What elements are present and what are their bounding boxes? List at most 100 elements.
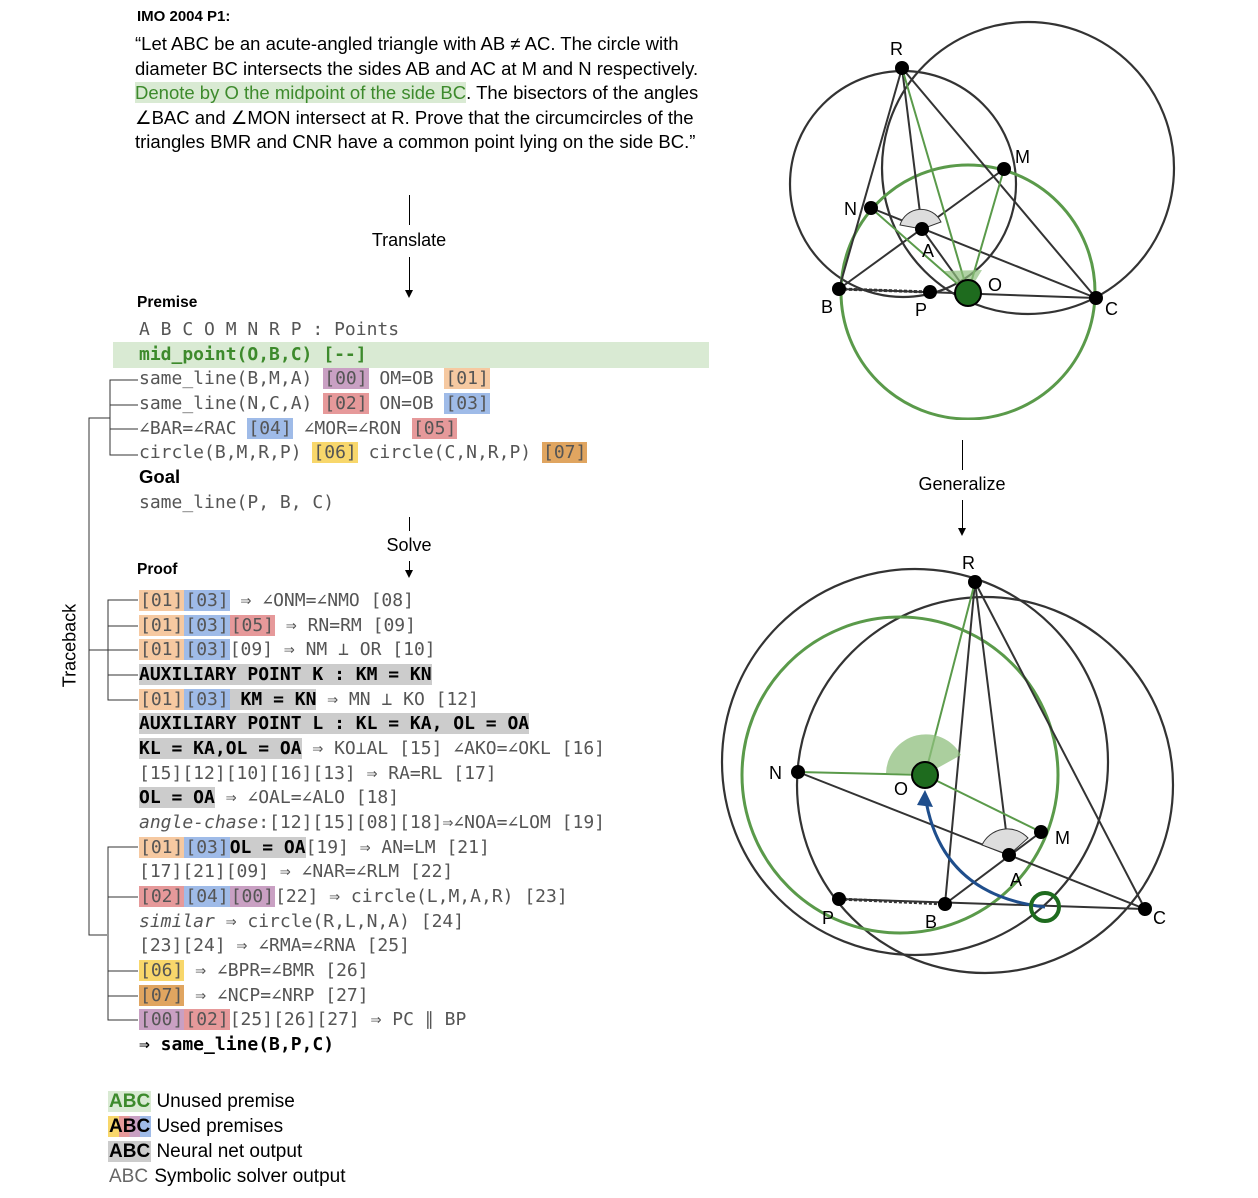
point-a	[915, 222, 929, 236]
problem-statement: “Let ABC be an acute-angled triangle wit…	[135, 32, 715, 155]
point-c2	[1138, 902, 1152, 916]
solve-label: Solve	[386, 535, 432, 555]
proof-step: [01] [03] ⇒ ∠ONM=∠NMO [08]	[139, 590, 414, 611]
line-ra	[974, 581, 1010, 856]
tag-06: [06]	[312, 442, 358, 463]
translate-label: Translate	[371, 230, 447, 250]
bisector-ar	[901, 67, 923, 230]
label-r2: R	[962, 553, 975, 573]
premise-points: A B C O M N R P : Points	[139, 319, 400, 340]
proof-step: similar ⇒ circle(R,L,N,A) [24]	[139, 911, 465, 932]
label-m2: M	[1055, 828, 1070, 848]
premise-row: same_line(N,C,A) [02] ON=OB [03]	[139, 393, 490, 414]
tag-04: [04]	[247, 418, 293, 439]
goal-statement: same_line(P, B, C)	[139, 492, 335, 513]
label-o: O	[988, 275, 1002, 295]
premise-row: same_line(B,M,A) [00] OM=OB [01]	[139, 368, 490, 389]
label-b2: B	[925, 912, 937, 932]
unused-premise-band	[113, 342, 709, 368]
proof-step: [01] [03]OL = OA[19] ⇒ AN=LM [21]	[139, 837, 490, 858]
proof-step: [00] [02][25][26][27] ⇒ PC ∥ BP	[139, 1009, 467, 1030]
proof-step-auxiliary-k: AUXILIARY POINT K : KM = KN	[139, 664, 432, 685]
angle-mark-a	[899, 208, 942, 230]
generalize-arrow	[923, 794, 1046, 909]
generalize-line-top	[962, 440, 963, 470]
dotted-bp	[838, 287, 931, 294]
legend-item-symbolic: ABC Symbolic solver output	[109, 1166, 346, 1187]
tag-03: [03]	[444, 393, 490, 414]
angle-mark-o2	[886, 734, 961, 775]
circle-diameter-2	[740, 615, 1060, 935]
point-m2	[1034, 825, 1048, 839]
point-r	[895, 61, 909, 75]
generalize-arrowhead	[958, 528, 966, 536]
translate-arrowhead	[405, 290, 413, 298]
legend-item-neural: ABC Neural net output	[108, 1141, 303, 1162]
premise-heading: Premise	[137, 294, 198, 311]
translate-line-top	[409, 195, 410, 225]
legend: ABC Unused premise ABC Used premises ABC…	[108, 1089, 346, 1189]
point-r2	[968, 575, 982, 589]
label-n2: N	[769, 763, 782, 783]
line-bm	[944, 831, 1042, 905]
point-b2	[938, 897, 952, 911]
point-o2	[911, 761, 939, 789]
proof-step: [06] ⇒ ∠BPR=∠BMR [26]	[139, 960, 369, 981]
label-c: C	[1105, 299, 1118, 319]
point-a2	[1002, 848, 1016, 862]
point-b	[832, 282, 846, 296]
dotted-pb	[838, 897, 946, 906]
proof-step-auxiliary-l: AUXILIARY POINT L : KL = KA, OL = OA	[139, 713, 530, 734]
proof-step: [01] [03] [05] ⇒ RN=RM [09]	[139, 615, 416, 636]
label-r: R	[890, 39, 903, 59]
circle-cnr-2	[795, 595, 1175, 975]
circle-bmr-2	[720, 567, 1110, 957]
proof-step: [01] [03] KM = KN ⇒ MN ⊥ KO [12]	[139, 689, 479, 710]
point-n	[864, 201, 878, 215]
premise-unused: mid_point(O,B,C) [--]	[139, 344, 367, 365]
problem-text-1: “Let ABC be an acute-angled triangle wit…	[135, 33, 699, 79]
tag-07: [07]	[541, 442, 588, 463]
legend-item-unused: ABC Unused premise	[108, 1091, 295, 1112]
label-a: A	[922, 241, 934, 261]
tag-05: [05]	[411, 418, 458, 439]
premise-row: ∠BAR=∠RAC [04] ∠MOR=∠RON [05]	[139, 418, 458, 439]
angle-mark-a2	[981, 828, 1029, 856]
proof-step: KL = KA,OL = OA ⇒ KO⊥AL [15] ∠AKO=∠OKL […	[139, 738, 605, 759]
point-p2	[832, 892, 846, 906]
problem-text-2: . The bisectors of the angles ∠BAC and ∠…	[135, 82, 699, 152]
point-m	[997, 162, 1011, 176]
proof-step: angle-chase:[12][15][08][18]⇒∠NOA=∠LOM […	[139, 812, 605, 833]
generalize-line-bottom	[962, 500, 963, 530]
label-o2: O	[894, 779, 908, 799]
proof-heading: Proof	[137, 561, 178, 578]
proof-step: [23][24] ⇒ ∠RMA=∠RNA [25]	[139, 935, 410, 956]
premise-row: circle(B,M,R,P) [06] circle(C,N,R,P) [07…	[139, 442, 588, 463]
figure-original: R M N A O B P C	[788, 20, 1176, 420]
point-c	[1089, 291, 1103, 305]
solve-line-top	[409, 517, 410, 531]
label-a2: A	[1010, 870, 1022, 890]
label-b: B	[821, 297, 833, 317]
solve-line-bottom	[409, 561, 410, 571]
label-n: N	[844, 199, 857, 219]
circle-cnr	[880, 20, 1176, 316]
goal-heading: Goal	[139, 466, 181, 487]
solve-arrowhead	[405, 570, 413, 578]
problem-unused-highlight: Denote by O the midpoint of the side BC	[135, 82, 467, 103]
line-na	[797, 771, 1010, 856]
problem-title: IMO 2004 P1:	[137, 8, 231, 25]
proof-step: [15][12][10][16][13] ⇒ RA=RL [17]	[139, 763, 497, 784]
old-o-position	[1029, 891, 1061, 923]
proof-step: [01] [03][09] ⇒ NM ⊥ OR [10]	[139, 639, 436, 660]
generalize-arrowhead-icon	[917, 790, 933, 807]
label-p2: P	[822, 908, 834, 928]
tag-01: [01]	[444, 368, 490, 389]
tag-02: [02]	[323, 393, 369, 414]
translate-line-bottom	[409, 257, 410, 293]
label-p: P	[915, 300, 927, 320]
point-p	[923, 285, 937, 299]
label-m: M	[1015, 147, 1030, 167]
tag-00: [00]	[323, 368, 369, 389]
generalize-label: Generalize	[918, 474, 1006, 494]
